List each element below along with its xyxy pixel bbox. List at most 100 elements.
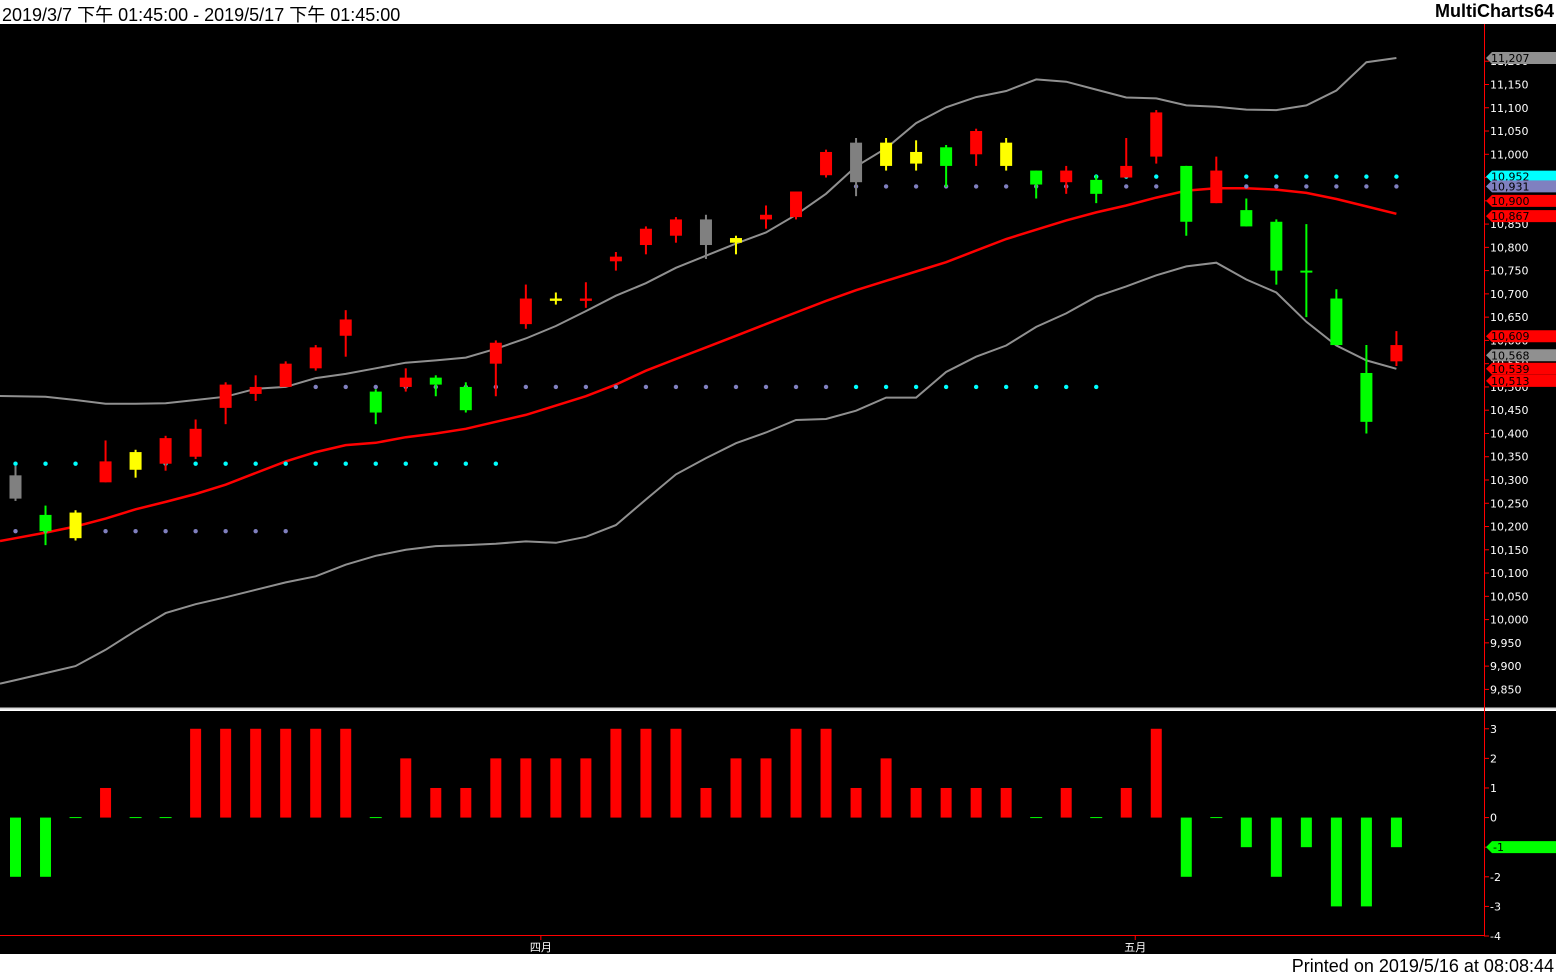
price-tag xyxy=(1486,180,1556,193)
price-tick-label: 10,750 xyxy=(1490,265,1529,278)
candle-body xyxy=(1030,170,1043,185)
osc-tick-label: -2 xyxy=(1490,871,1501,884)
signal-dot xyxy=(283,461,288,466)
price-tag xyxy=(1486,362,1556,375)
candle-body xyxy=(309,347,322,369)
signal-dot xyxy=(1274,174,1279,179)
osc-bar xyxy=(1150,728,1162,818)
lower-band-line xyxy=(0,261,1397,685)
osc-bar xyxy=(10,817,21,877)
candle-body xyxy=(459,386,472,411)
signal-dot xyxy=(973,384,979,390)
candle-body xyxy=(1390,345,1403,362)
price-tick-label: 11,050 xyxy=(1490,125,1529,138)
signal-dot xyxy=(1003,184,1009,189)
price-tag-label: 10,539 xyxy=(1491,363,1530,376)
signal-dot xyxy=(403,461,408,466)
osc-tick-label: -4 xyxy=(1490,930,1501,943)
osc-bar xyxy=(790,728,802,818)
osc-tick-label: 1 xyxy=(1490,782,1497,795)
signal-dot xyxy=(1064,384,1069,390)
signal-dot xyxy=(1244,174,1249,179)
osc-bar xyxy=(1060,787,1072,818)
candle-body xyxy=(669,219,682,236)
osc-bar xyxy=(730,758,742,818)
price-tick-label: 10,000 xyxy=(1490,614,1529,627)
signal-dot xyxy=(1033,384,1039,390)
candle-body xyxy=(519,298,532,325)
signal-dot xyxy=(193,461,198,466)
osc-bar xyxy=(580,758,592,818)
osc-bar xyxy=(340,728,352,818)
osc-bar xyxy=(820,728,832,818)
candle-body xyxy=(249,386,262,394)
price-tick-label: 10,400 xyxy=(1490,427,1529,440)
signal-dot xyxy=(1304,184,1309,189)
osc-bar xyxy=(460,787,472,818)
osc-bar xyxy=(550,758,562,818)
price-tick-label: 10,700 xyxy=(1490,288,1529,301)
candle-body xyxy=(9,475,22,499)
osc-tick-label: 2 xyxy=(1490,752,1497,765)
signal-dot xyxy=(223,528,228,534)
signal-dot xyxy=(1364,174,1369,179)
osc-bar xyxy=(100,787,112,818)
signal-dot xyxy=(763,384,769,390)
candle-body xyxy=(790,191,803,218)
candle-body xyxy=(549,298,562,301)
osc-bar xyxy=(1240,817,1252,848)
chart-area[interactable]: 9,850 9,900 9,950 10,000 10,050 10,100 10,150 1… xyxy=(0,24,1556,954)
signal-dot xyxy=(883,384,889,390)
osc-bar xyxy=(310,728,322,818)
osc-value-tag-label: -1 xyxy=(1493,841,1504,854)
signal-dot xyxy=(223,461,228,466)
oscillator-panel-bg xyxy=(0,711,1556,941)
price-tick-label: 11,100 xyxy=(1490,102,1529,115)
candle-body xyxy=(820,151,833,176)
signal-dot xyxy=(1003,384,1009,390)
osc-bar xyxy=(970,787,982,818)
signal-dot xyxy=(1154,184,1159,189)
price-tag xyxy=(1486,51,1556,64)
signal-dot xyxy=(523,384,529,390)
signal-dot xyxy=(493,461,499,466)
signal-dot xyxy=(163,528,168,534)
signal-dot xyxy=(853,384,859,390)
signal-dot xyxy=(703,384,709,390)
candle-body xyxy=(1270,221,1283,271)
osc-bar xyxy=(880,758,892,818)
signal-dot xyxy=(343,461,348,466)
signal-dot xyxy=(673,384,679,390)
candle-body xyxy=(159,438,172,464)
candle-body xyxy=(129,452,142,470)
signal-dot xyxy=(373,461,378,466)
signal-dot xyxy=(1244,184,1249,189)
price-tick-label: 11,150 xyxy=(1490,78,1529,91)
price-tick-label: 10,100 xyxy=(1490,567,1529,580)
time-tick-label: 四月 xyxy=(530,941,552,954)
candle-body xyxy=(699,219,712,246)
osc-bar xyxy=(190,728,202,818)
candle-body xyxy=(850,142,863,183)
osc-bar xyxy=(1360,817,1372,907)
osc-bar xyxy=(40,817,52,877)
price-tick-label: 11,000 xyxy=(1490,148,1529,161)
osc-bar xyxy=(400,758,412,818)
price-tag-label: 10,609 xyxy=(1491,330,1530,343)
signal-dot xyxy=(823,384,829,390)
candle-body xyxy=(639,228,652,246)
price-tag-label: 10,952 xyxy=(1491,171,1530,184)
candle-body xyxy=(1210,170,1223,204)
candle-body xyxy=(970,131,983,155)
candle-body xyxy=(399,377,412,387)
app-name: MultiCharts64 xyxy=(1434,1,1554,21)
signal-dot xyxy=(553,384,559,390)
signal-dot xyxy=(583,384,589,390)
candle-body xyxy=(1090,179,1103,194)
osc-value-tag xyxy=(1486,841,1556,854)
signal-dot xyxy=(1154,174,1159,179)
signal-dot xyxy=(1124,184,1129,189)
signal-dot xyxy=(43,461,48,466)
title-bar: 2019/3/7 下午 01:45:00 - 2019/5/17 下午 01:4… xyxy=(0,0,1556,25)
price-tick-label: 10,200 xyxy=(1490,521,1529,534)
